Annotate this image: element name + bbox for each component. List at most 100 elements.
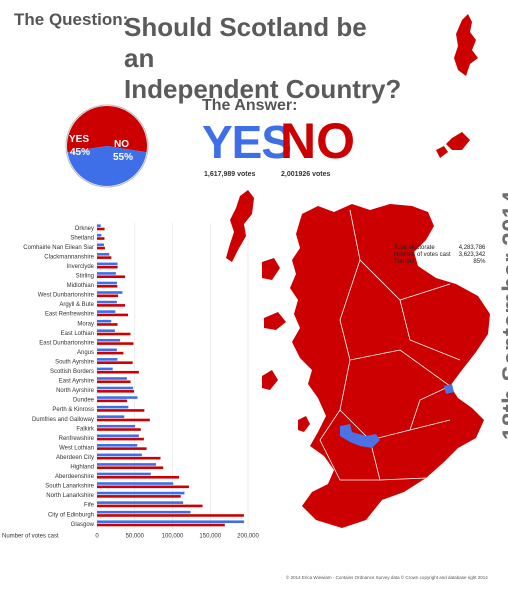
bar-yes — [97, 300, 117, 304]
bar-no — [97, 294, 119, 298]
stats-row-turnout: Turnout 85% — [394, 259, 485, 266]
category-label: Aberdeenshire — [55, 474, 95, 480]
category-label: Highland — [70, 465, 94, 471]
bar-yes — [97, 405, 129, 409]
mull-shape — [264, 312, 286, 330]
category-label: West Lothian — [59, 445, 94, 451]
category-label: Shetland — [70, 235, 94, 241]
footer-credit: © 2014 Erica Wiewiam · Contains Ordnance… — [286, 575, 488, 580]
bar-yes — [97, 501, 184, 504]
category-label: East Dunbartonshire — [39, 340, 94, 346]
glasgow-yes-area — [340, 424, 380, 448]
bar-yes — [97, 367, 113, 371]
bar-yes — [97, 424, 136, 428]
bar-yes — [97, 491, 185, 495]
bar-yes — [97, 243, 104, 247]
stats-row-votes-cast: Number of votes cast 3,623,342 — [394, 252, 485, 259]
category-label: Fife — [84, 503, 95, 509]
bar-yes — [97, 329, 115, 333]
pie-yes-label: YES — [69, 134, 89, 145]
bar-no — [97, 256, 112, 259]
category-label: West Dunbartonshire — [38, 293, 95, 299]
bar-no — [97, 227, 105, 231]
bar-yes — [97, 482, 174, 485]
bar-no — [97, 456, 161, 460]
bar-yes — [97, 444, 138, 447]
outer-hebrides-shape — [226, 190, 254, 262]
bar-yes — [97, 319, 112, 323]
stats-value: 4,283,786 — [458, 245, 486, 251]
bar-no — [97, 361, 133, 364]
category-label: East Lothian — [61, 331, 94, 337]
votes-by-council-bar-chart: Orkney Shetland Comhairle Nan Eilean Siar C… — [2, 223, 260, 540]
category-label: Glasgow — [71, 522, 95, 528]
pie-no-pct: 55% — [113, 152, 133, 163]
bar-yes — [97, 262, 118, 266]
bar-no — [97, 246, 105, 250]
category-label: Angus — [77, 350, 94, 356]
question-title: Should Scotland be an Independent Countr… — [124, 12, 404, 105]
category-label: North Lanarkshire — [46, 493, 94, 499]
bar-no — [97, 332, 131, 336]
bar-yes — [97, 281, 117, 285]
bar-yes — [97, 386, 134, 390]
bar-yes — [97, 291, 123, 294]
x-tick-label: 200,000 — [237, 534, 259, 540]
bar-no — [97, 323, 118, 326]
orkney-shape — [446, 132, 470, 150]
category-label: Clackmannanshire — [44, 254, 94, 260]
category-label: Falkirk — [76, 426, 95, 432]
category-label: Argyll & Bute — [59, 302, 94, 308]
category-label: Perth & Kinross — [52, 407, 94, 413]
shetland-shape — [454, 14, 478, 76]
category-label: Aberdeen City — [56, 455, 94, 461]
stats-label: Turnout — [394, 259, 415, 265]
no-result-label: NO — [280, 113, 355, 169]
category-label: Moray — [77, 321, 94, 327]
turnout-stats: Total electorate 4,283,786 Number of vot… — [394, 245, 485, 266]
category-label: Inverclyde — [67, 264, 95, 270]
bar-yes — [97, 472, 151, 476]
bar-no — [97, 351, 124, 355]
bar-no — [97, 514, 244, 517]
chart-tick-labels: 0 50,000 100,000 150,000 200,000 — [95, 534, 259, 540]
bar-no — [97, 428, 141, 431]
category-label: Orkney — [75, 226, 94, 232]
bar-yes — [97, 358, 118, 361]
question-label: The Question: — [14, 10, 129, 29]
yes-votes: 1,617,989 votes — [204, 171, 256, 178]
skye-shape — [262, 258, 280, 280]
x-tick-label: 50,000 — [126, 534, 145, 540]
category-label: Scottish Borders — [50, 369, 94, 375]
chart-bars — [97, 224, 245, 527]
bar-no — [97, 447, 147, 450]
bar-yes — [97, 253, 110, 256]
orkney-shape-2 — [436, 146, 448, 158]
bar-yes — [97, 453, 142, 457]
category-label: East Renfrewshire — [45, 312, 95, 318]
bar-yes — [97, 396, 138, 399]
bar-yes — [97, 377, 127, 380]
bar-yes — [97, 224, 101, 227]
pie-slice-no — [67, 105, 147, 153]
category-label: Midlothian — [67, 283, 94, 289]
bar-no — [97, 466, 164, 470]
referendum-date: 18th September 2014 — [498, 190, 508, 440]
bar-no — [97, 523, 225, 527]
category-label: Dundee — [73, 398, 95, 404]
bar-no — [97, 437, 144, 441]
category-label: North Ayrshire — [56, 388, 95, 394]
category-label: South Lanarkshire — [45, 484, 94, 490]
stats-row-electorate: Total electorate 4,283,786 — [394, 245, 485, 252]
result-pie-chart: YES 45% NO 55% — [65, 104, 149, 188]
bar-no — [97, 370, 139, 374]
category-label: South Ayrshire — [55, 359, 95, 365]
arran-shape — [298, 416, 310, 432]
bar-no — [97, 284, 118, 288]
bar-no — [97, 475, 179, 479]
bar-no — [97, 237, 105, 240]
bar-yes — [97, 338, 121, 342]
category-label: East Ayrshire — [59, 379, 95, 385]
bar-yes — [97, 348, 117, 352]
bar-no — [97, 409, 145, 412]
